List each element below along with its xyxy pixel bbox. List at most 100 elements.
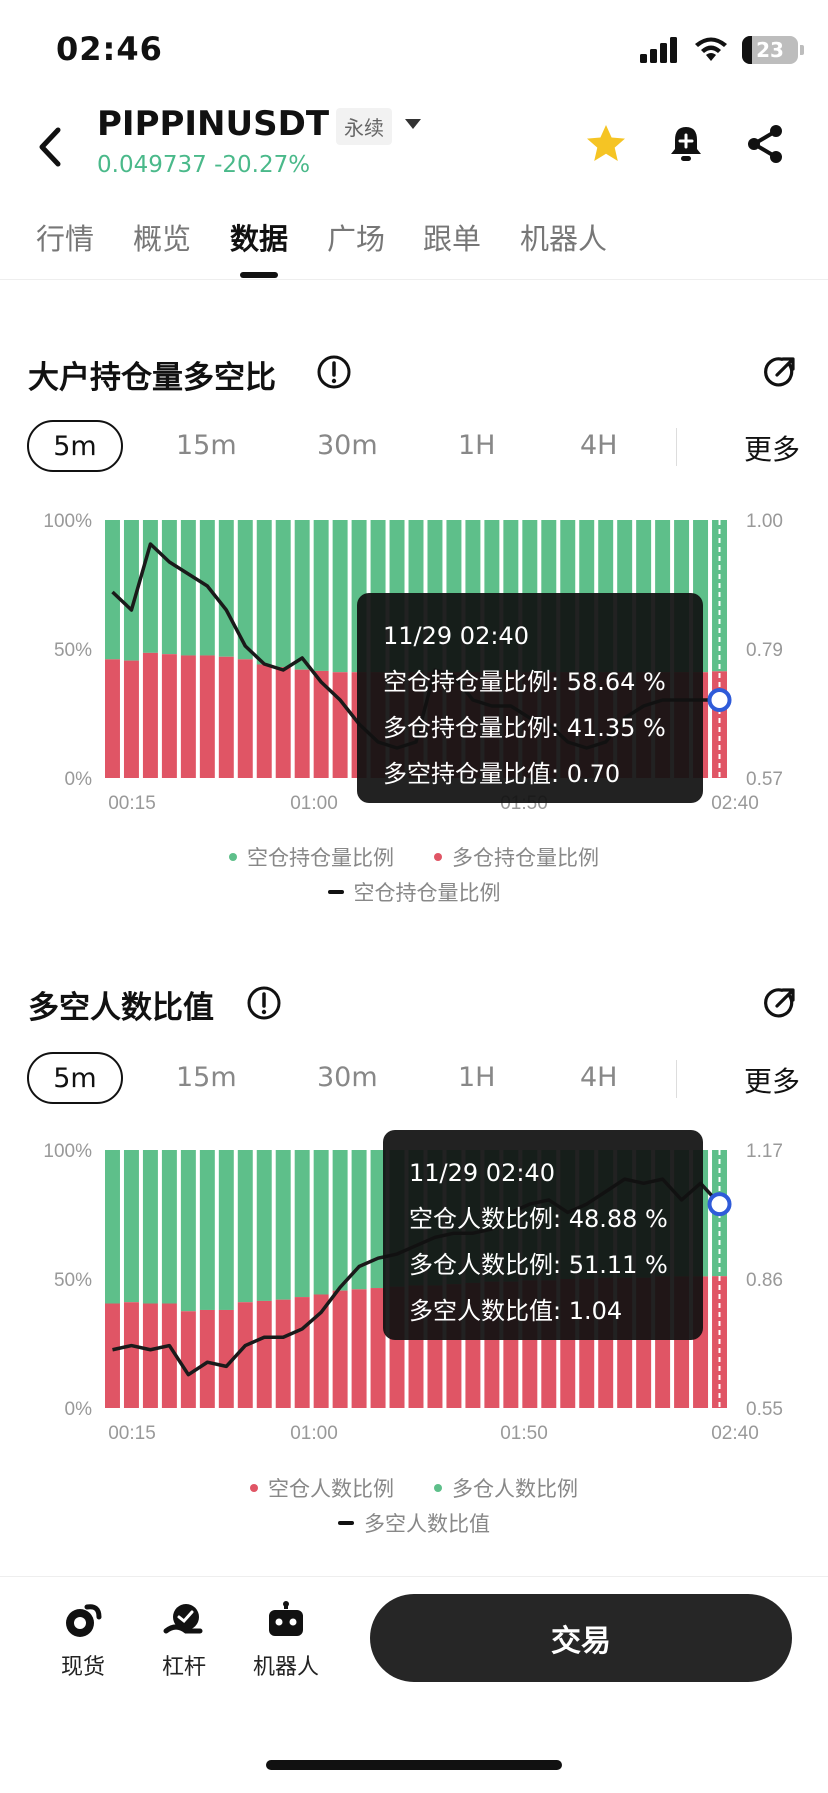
legend-dot-green xyxy=(434,1484,442,1492)
period-4h[interactable]: 4H xyxy=(580,430,618,461)
bar-long-segment xyxy=(180,1311,196,1408)
bar-short-segment xyxy=(105,520,120,660)
chart2-period-selector: 5m 15m 30m 1H 4H 更多 xyxy=(0,1052,828,1108)
bar-long-segment xyxy=(313,670,329,778)
home-indicator xyxy=(266,1760,562,1770)
nav-spot-label: 现货 xyxy=(60,1655,105,1680)
period-4h[interactable]: 4H xyxy=(580,1062,618,1093)
bar-short-segment xyxy=(105,1150,120,1304)
bar-short-segment xyxy=(218,520,234,657)
bar-short-segment xyxy=(123,1150,139,1303)
caret-down-icon[interactable] xyxy=(404,118,422,130)
nav-margin[interactable]: 杠杆 xyxy=(139,1601,229,1681)
period-1h[interactable]: 1H xyxy=(458,430,496,461)
tab-data[interactable]: 数据 xyxy=(230,222,289,256)
legend-item[interactable]: 空仓持仓量比例 xyxy=(327,877,501,907)
bar-long-segment xyxy=(180,655,196,778)
bar-short-segment xyxy=(294,1150,310,1298)
legend-item[interactable]: 多仓人数比例 xyxy=(434,1473,578,1503)
info-icon[interactable] xyxy=(246,985,282,1021)
legend-label: 多仓人数比例 xyxy=(452,1477,578,1501)
more-periods-button[interactable]: 更多 xyxy=(743,1065,800,1098)
tab-market[interactable]: 行情 xyxy=(36,222,95,256)
header: PIPPINUSDT 永续 0.049737 -20.27% xyxy=(0,100,828,190)
x-tick: 01:00 xyxy=(290,793,338,814)
chart1-legend: 空仓持仓量比例 多仓持仓量比例 xyxy=(0,842,828,872)
legend-item[interactable]: 空仓持仓量比例 xyxy=(229,842,394,872)
bar-short-segment xyxy=(161,520,177,655)
nav-bot[interactable]: 机器人 xyxy=(241,1601,331,1681)
y-left-tick: 50% xyxy=(54,640,92,661)
bell-add-icon[interactable] xyxy=(664,122,708,166)
share-icon[interactable] xyxy=(744,122,788,166)
tab-active-indicator xyxy=(240,272,278,278)
legend-label: 空仓持仓量比例 xyxy=(353,881,501,905)
bar-short-segment xyxy=(332,1150,348,1291)
tab-square[interactable]: 广场 xyxy=(327,222,386,256)
tab-copy-trade[interactable]: 跟单 xyxy=(423,222,482,256)
legend-item[interactable]: 多空人数比值 xyxy=(338,1508,490,1538)
bar-short-segment xyxy=(275,1150,291,1300)
chart2-tooltip: 11/29 02:40 空仓人数比例: 48.88 % 多仓人数比例: 51.1… xyxy=(383,1130,703,1340)
trade-button[interactable]: 交易 xyxy=(370,1594,792,1682)
x-tick: 01:50 xyxy=(500,1423,548,1444)
x-tick: 00:15 xyxy=(108,793,156,814)
open-external-icon[interactable] xyxy=(762,985,798,1021)
info-icon[interactable] xyxy=(316,354,352,390)
legend-item[interactable]: 多仓持仓量比例 xyxy=(434,842,599,872)
tab-bot[interactable]: 机器人 xyxy=(520,222,608,256)
bar-long-segment xyxy=(294,669,310,778)
last-price: 0.049737 xyxy=(97,152,207,178)
bar-short-segment xyxy=(142,1150,158,1304)
y-right-tick: 0.79 xyxy=(746,640,783,661)
x-tick: 02:40 xyxy=(711,793,759,814)
bar-long-segment xyxy=(275,667,291,778)
chart1-tooltip: 11/29 02:40 空仓持仓量比例: 58.64 % 多仓持仓量比例: 41… xyxy=(357,593,703,803)
period-5m[interactable]: 5m xyxy=(27,420,123,472)
bar-long-segment xyxy=(275,1299,291,1408)
star-icon[interactable] xyxy=(584,122,628,166)
x-tick: 02:40 xyxy=(711,1423,759,1444)
y-left-tick: 0% xyxy=(65,1399,93,1420)
nav-bot-label: 机器人 xyxy=(252,1655,319,1680)
bar-short-segment xyxy=(332,520,348,673)
bar-long-segment xyxy=(161,1303,177,1408)
bar-short-segment xyxy=(237,1150,253,1303)
symbol-title[interactable]: PIPPINUSDT xyxy=(97,104,330,144)
contract-type-badge: 永续 xyxy=(336,108,392,145)
robot-icon xyxy=(269,1601,303,1636)
open-external-icon[interactable] xyxy=(762,354,798,390)
status-bar: 02:46 23 xyxy=(0,0,828,100)
tab-overview[interactable]: 概览 xyxy=(133,222,192,256)
y-left-tick: 100% xyxy=(43,1141,92,1162)
tooltip-short-ratio: 空仓持仓量比例: 58.64 % xyxy=(383,668,666,696)
bar-short-segment xyxy=(313,1150,329,1295)
period-30m[interactable]: 30m xyxy=(317,430,378,461)
legend-item[interactable]: 空仓人数比例 xyxy=(250,1473,394,1503)
bar-long-segment xyxy=(199,655,215,778)
bar-short-segment xyxy=(218,1150,234,1310)
legend-dot-red xyxy=(434,853,442,861)
period-15m[interactable]: 15m xyxy=(176,430,237,461)
bar-short-segment xyxy=(351,1150,367,1290)
price-change: -20.27% xyxy=(214,152,311,178)
bar-short-segment xyxy=(161,1150,177,1304)
bar-short-segment xyxy=(142,520,158,653)
bar-short-segment xyxy=(313,520,329,671)
period-15m[interactable]: 15m xyxy=(176,1062,237,1093)
period-1h[interactable]: 1H xyxy=(458,1062,496,1093)
bar-long-segment xyxy=(313,1294,329,1408)
bar-short-segment xyxy=(199,1150,215,1310)
chart2-legend-line: 多空人数比值 xyxy=(0,1508,828,1538)
tooltip-short-ratio: 空仓人数比例: 48.88 % xyxy=(409,1205,668,1233)
more-periods-button[interactable]: 更多 xyxy=(743,433,800,466)
legend-label: 多仓持仓量比例 xyxy=(452,846,599,870)
wifi-icon xyxy=(695,37,727,61)
tooltip-long-short-value: 多空人数比值: 1.04 xyxy=(409,1297,623,1325)
period-30m[interactable]: 30m xyxy=(317,1062,378,1093)
period-5m[interactable]: 5m xyxy=(27,1052,123,1104)
tooltip-long-ratio: 多仓持仓量比例: 41.35 % xyxy=(383,714,666,742)
nav-spot[interactable]: 现货 xyxy=(38,1601,128,1681)
tooltip-time: 11/29 02:40 xyxy=(383,622,529,650)
back-icon[interactable] xyxy=(30,122,70,172)
